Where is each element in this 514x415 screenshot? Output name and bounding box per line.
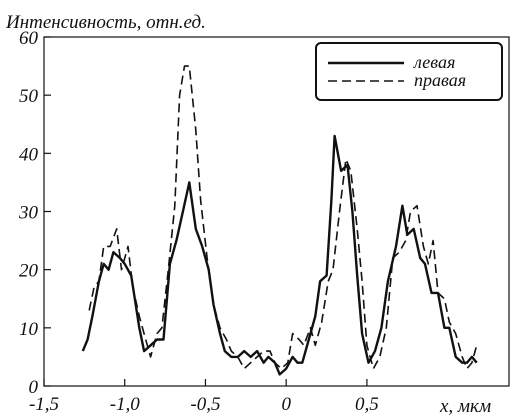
y-axis-ticks: 0 10 20 30 40 50 60 (18, 28, 51, 398)
y-tick-label: 50 (19, 86, 39, 107)
y-tick-label: 30 (18, 203, 39, 224)
y-axis-title: Интенсивность, отн.ед. (5, 12, 206, 33)
legend-box (315, 42, 503, 101)
legend-label-left: левая (413, 52, 455, 72)
y-tick-label: 40 (19, 144, 39, 165)
legend-label-right: правая (414, 70, 466, 90)
x-tick-label: -1,0 (110, 394, 141, 415)
x-tick-label: 0 (281, 394, 291, 415)
y-tick-label: 20 (19, 261, 39, 282)
x-axis-ticks: -1,5 -1,0 -0,5 0 0,5 (29, 379, 379, 415)
y-tick-label: 60 (19, 28, 39, 49)
y-tick-label: 0 (29, 377, 39, 398)
series-line-left (81, 134, 478, 376)
x-axis-title: x, мкм (439, 396, 491, 415)
x-tick-label: 0,5 (355, 394, 379, 415)
series-line-right (88, 65, 478, 370)
legend: левая правая (315, 42, 503, 101)
y-tick-label: 10 (19, 319, 39, 340)
x-tick-label: -1,5 (29, 394, 59, 415)
x-tick-label: -0,5 (190, 394, 220, 415)
series-layer (81, 65, 478, 376)
